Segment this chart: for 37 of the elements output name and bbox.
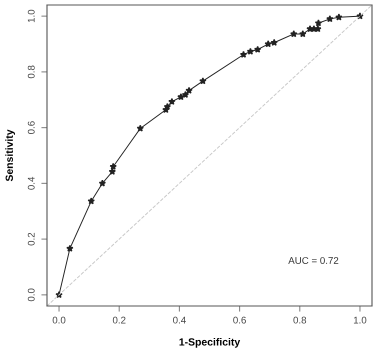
- point: [335, 13, 343, 20]
- point: [270, 38, 278, 46]
- x-tick-label: 0.8: [293, 316, 306, 324]
- point: [164, 102, 172, 110]
- x-tick-label: 0.0: [52, 316, 66, 324]
- point: [199, 77, 207, 84]
- point: [168, 98, 176, 105]
- x-tick-label: 0.6: [233, 316, 246, 324]
- x-tick-label: 0.2: [112, 316, 126, 324]
- y-tick-label: 0.0: [28, 288, 35, 302]
- point: [246, 48, 254, 55]
- point: [299, 30, 306, 38]
- x-tick-label: 0.4: [173, 316, 186, 324]
- point: [66, 244, 74, 252]
- y-tick-label: 1.0: [28, 10, 35, 22]
- point: [185, 86, 193, 94]
- point: [110, 162, 117, 170]
- point: [290, 30, 298, 38]
- y-axis-title: Sensitivity: [5, 130, 16, 182]
- point: [108, 168, 116, 175]
- point: [182, 90, 190, 98]
- point: [314, 19, 322, 26]
- point: [326, 15, 334, 22]
- point: [314, 25, 322, 32]
- point: [88, 197, 95, 204]
- point: [136, 124, 144, 132]
- x-axis-title: 1-Specificity: [179, 338, 240, 348]
- y-tick-label: 0.2: [28, 232, 35, 246]
- y-tick-label: 0.4: [28, 176, 35, 190]
- x-tick-label: 1.0: [354, 316, 366, 324]
- y-tick-label: 0.6: [28, 121, 35, 134]
- point: [264, 40, 272, 48]
- point: [240, 50, 248, 58]
- annotation: AUC = 0.72: [288, 257, 338, 264]
- point: [98, 180, 106, 187]
- point: [254, 46, 262, 53]
- y-tick-label: 0.8: [28, 66, 35, 78]
